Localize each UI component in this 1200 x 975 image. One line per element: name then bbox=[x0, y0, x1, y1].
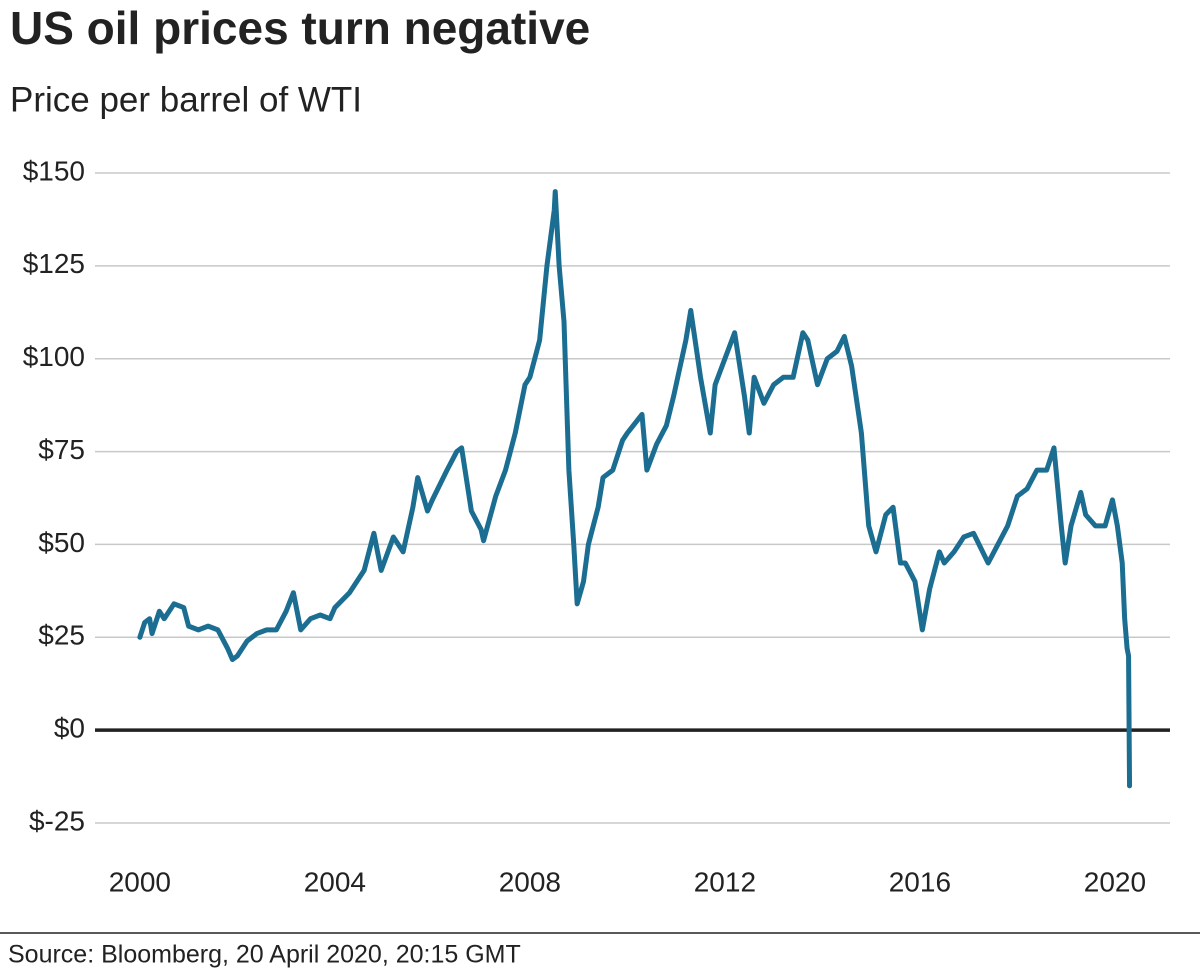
x-tick-label: 2012 bbox=[694, 866, 756, 897]
y-tick-label: $50 bbox=[38, 527, 85, 558]
chart-title: US oil prices turn negative bbox=[10, 2, 590, 54]
price-line bbox=[137, 189, 1133, 789]
y-tick-label: $100 bbox=[23, 341, 85, 372]
y-tick-label: $150 bbox=[23, 155, 85, 186]
x-tick-label: 2020 bbox=[1084, 866, 1146, 897]
x-tick-label: 2004 bbox=[304, 866, 366, 897]
y-tick-label: $25 bbox=[38, 620, 85, 651]
y-tick-label: $125 bbox=[23, 248, 85, 279]
y-tick-label: $75 bbox=[38, 434, 85, 465]
x-tick-label: 2000 bbox=[109, 866, 171, 897]
y-tick-label: $0 bbox=[54, 713, 85, 744]
source: Source: Bloomberg, 20 April 2020, 20:15 … bbox=[8, 941, 521, 969]
x-tick-label: 2008 bbox=[499, 866, 561, 897]
x-tick-label: 2016 bbox=[889, 866, 951, 897]
chart-subtitle: Price per barrel of WTI bbox=[10, 80, 362, 119]
y-tick-label: $-25 bbox=[29, 805, 85, 836]
